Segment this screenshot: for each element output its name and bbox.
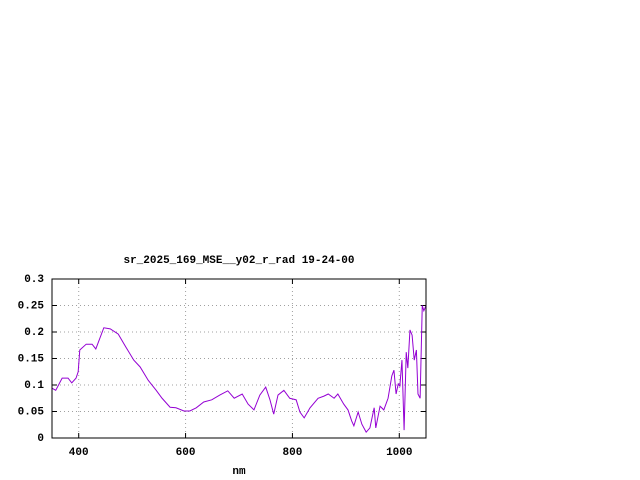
- x-tick-label: 400: [69, 447, 89, 459]
- data-line: [51, 305, 427, 434]
- y-tick-label: 0: [37, 433, 44, 445]
- chart-title: sr_2025_169_MSE__y02_r_rad 19-24-00: [123, 255, 354, 267]
- x-tick-label: 800: [283, 447, 303, 459]
- y-tick-label: 0.1: [24, 380, 44, 392]
- y-tick-label: 0.25: [18, 300, 45, 312]
- x-tick-label: 1000: [386, 447, 412, 459]
- plot-border: [51, 278, 427, 439]
- x-axis-label: nm: [232, 466, 246, 478]
- y-tick-label: 0.2: [24, 327, 44, 339]
- y-tick-label: 0.3: [24, 274, 44, 286]
- x-tick-label: 600: [176, 447, 196, 459]
- y-tick-label: 0.15: [18, 353, 45, 365]
- y-tick-label: 0.05: [18, 406, 45, 418]
